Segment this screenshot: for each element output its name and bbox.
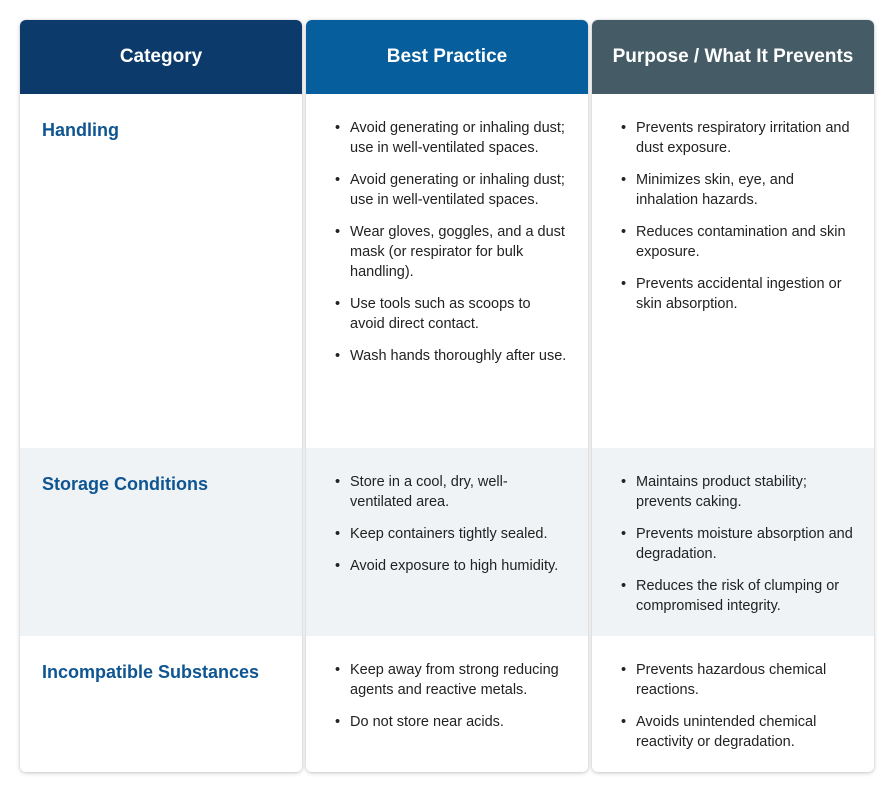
list-item: Avoid exposure to high humidity. <box>306 556 588 576</box>
list-item: Prevents moisture absorption and degrada… <box>592 524 874 564</box>
list-item: Avoid generating or inhaling dust; use i… <box>306 170 588 210</box>
list-item: Prevents hazardous chemical reactions. <box>592 660 874 700</box>
list-item: Reduces the risk of clumping or compromi… <box>592 576 874 616</box>
practice-list: Avoid generating or inhaling dust; use i… <box>306 118 588 378</box>
row-handling: Avoid generating or inhaling dust; use i… <box>306 94 588 448</box>
list-item: Avoid generating or inhaling dust; use i… <box>306 118 588 158</box>
row-incompatible-substances: Prevents hazardous chemical reactions. A… <box>592 636 874 772</box>
row-storage-conditions: Storage Conditions <box>20 448 302 636</box>
category-header: Category <box>20 20 302 94</box>
best-practice-header: Best Practice <box>306 20 588 94</box>
row-storage-conditions: Store in a cool, dry, well-ventilated ar… <box>306 448 588 636</box>
best-practice-column: Best Practice Avoid generating or inhali… <box>306 20 588 772</box>
list-item: Wash hands thoroughly after use. <box>306 346 588 366</box>
purpose-list: Prevents respiratory irritation and dust… <box>592 118 874 326</box>
list-item: Do not store near acids. <box>306 712 588 732</box>
row-incompatible-substances: Incompatible Substances <box>20 636 302 772</box>
list-item: Maintains product stability; prevents ca… <box>592 472 874 512</box>
purpose-column: Purpose / What It Prevents Prevents resp… <box>592 20 874 772</box>
row-handling: Handling <box>20 94 302 448</box>
category-label: Storage Conditions <box>42 474 208 494</box>
list-item: Avoids unintended chemical reactivity or… <box>592 712 874 752</box>
list-item: Minimizes skin, eye, and inhalation haza… <box>592 170 874 210</box>
list-item: Keep away from strong reducing agents an… <box>306 660 588 700</box>
list-item: Keep containers tightly sealed. <box>306 524 588 544</box>
list-item: Wear gloves, goggles, and a dust mask (o… <box>306 222 588 282</box>
row-incompatible-substances: Keep away from strong reducing agents an… <box>306 636 588 772</box>
category-label: Incompatible Substances <box>42 662 260 682</box>
practice-list: Keep away from strong reducing agents an… <box>306 660 588 744</box>
list-item: Prevents respiratory irritation and dust… <box>592 118 874 158</box>
list-item: Reduces contamination and skin exposure. <box>592 222 874 262</box>
row-storage-conditions: Maintains product stability; prevents ca… <box>592 448 874 636</box>
row-handling: Prevents respiratory irritation and dust… <box>592 94 874 448</box>
category-label: Handling <box>42 120 119 140</box>
purpose-list: Prevents hazardous chemical reactions. A… <box>592 660 874 764</box>
list-item: Use tools such as scoops to avoid direct… <box>306 294 588 334</box>
purpose-header: Purpose / What It Prevents <box>592 20 874 94</box>
practice-list: Store in a cool, dry, well-ventilated ar… <box>306 472 588 588</box>
list-item: Store in a cool, dry, well-ventilated ar… <box>306 472 588 512</box>
list-item: Prevents accidental ingestion or skin ab… <box>592 274 874 314</box>
purpose-list: Maintains product stability; prevents ca… <box>592 472 874 628</box>
category-column: Category Handling Storage Conditions Inc… <box>20 20 302 772</box>
